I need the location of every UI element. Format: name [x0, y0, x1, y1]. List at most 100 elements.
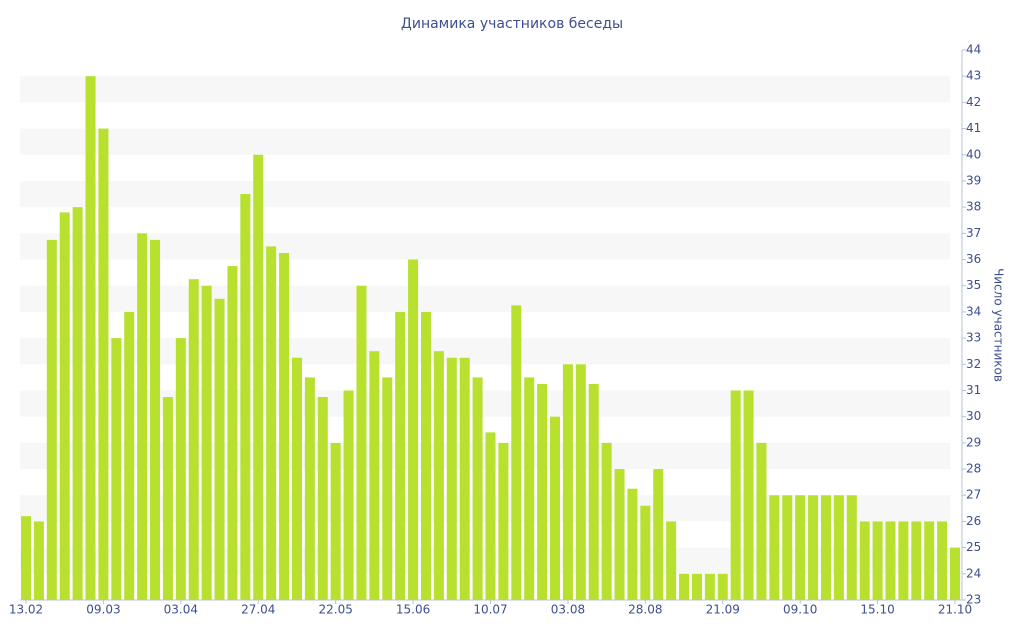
bar	[304, 377, 315, 600]
bar	[85, 76, 96, 600]
grid-band	[20, 233, 950, 260]
bar	[408, 259, 419, 600]
bar	[717, 573, 728, 600]
bar	[924, 521, 935, 600]
bar	[175, 338, 186, 600]
y-tick-label: 25	[966, 540, 981, 554]
bar	[859, 521, 870, 600]
y-axis-label: Число участников	[992, 268, 1006, 382]
bar	[33, 521, 44, 600]
bar	[511, 305, 522, 600]
y-tick-label: 34	[966, 304, 981, 318]
bar	[846, 495, 857, 600]
bar	[124, 311, 135, 600]
bar	[820, 495, 831, 600]
bar	[640, 505, 651, 600]
bar	[833, 495, 844, 600]
grid-band	[20, 547, 950, 574]
y-tick-label: 37	[966, 226, 981, 240]
bar	[808, 495, 819, 600]
y-tick-label: 39	[966, 173, 981, 187]
bar	[691, 573, 702, 600]
y-tick-label: 29	[966, 435, 981, 449]
bar	[653, 469, 664, 600]
bar	[950, 547, 960, 600]
x-tick-label: 28.08	[628, 603, 662, 617]
grid-band	[20, 390, 950, 417]
y-tick-label: 24	[966, 566, 981, 580]
x-tick-label: 09.03	[86, 603, 120, 617]
bar	[537, 383, 548, 600]
bar	[885, 521, 896, 600]
x-tick-label: 10.07	[473, 603, 507, 617]
y-tick-label: 36	[966, 252, 981, 266]
y-tick-label: 27	[966, 488, 981, 502]
x-tick-label: 21.10	[938, 603, 972, 617]
bar	[98, 128, 109, 601]
y-tick-label: 23	[966, 593, 981, 607]
bar	[150, 239, 161, 600]
bar	[704, 573, 715, 600]
bar	[201, 285, 212, 600]
bar	[756, 442, 767, 600]
y-tick-label: 28	[966, 462, 981, 476]
grid-band	[20, 338, 950, 365]
bar	[679, 573, 690, 600]
bar	[601, 442, 612, 600]
x-tick-label: 27.04	[241, 603, 275, 617]
y-tick-label: 35	[966, 278, 981, 292]
x-tick-label: 22.05	[318, 603, 352, 617]
bar	[485, 432, 496, 600]
bar	[433, 351, 444, 600]
bar	[356, 285, 367, 600]
bar	[795, 495, 806, 600]
bar	[317, 397, 328, 600]
bar	[330, 442, 341, 600]
bar	[911, 521, 922, 600]
x-tick-label: 03.04	[164, 603, 198, 617]
bar	[898, 521, 909, 600]
y-tick-label: 41	[966, 121, 981, 135]
bar	[730, 390, 741, 600]
bar	[627, 488, 638, 600]
y-tick-label: 33	[966, 331, 981, 345]
bar	[446, 357, 457, 600]
bar	[395, 311, 406, 600]
bar	[369, 351, 380, 600]
bar	[420, 311, 431, 600]
bar	[937, 521, 948, 600]
bar	[588, 383, 599, 600]
bar	[550, 416, 561, 600]
bar	[743, 390, 754, 600]
grid-band	[20, 128, 950, 155]
grid-band	[20, 180, 950, 208]
bar	[21, 516, 31, 600]
grid-band	[20, 495, 950, 522]
bar	[498, 442, 509, 600]
bar	[524, 377, 535, 600]
x-tick-label: 03.08	[551, 603, 585, 617]
bar	[562, 364, 573, 600]
grid-band	[20, 285, 950, 312]
y-tick-label: 42	[966, 95, 981, 109]
bar	[872, 521, 883, 600]
bar	[253, 154, 264, 600]
grid-band	[20, 76, 950, 103]
bar	[240, 194, 251, 601]
y-tick-label: 30	[966, 409, 981, 423]
bar	[291, 357, 302, 600]
chart-title: Динамика участников беседы	[401, 16, 623, 32]
bar	[666, 521, 677, 600]
bar	[279, 252, 290, 600]
y-tick-label: 43	[966, 69, 981, 83]
bar	[575, 364, 586, 600]
bar	[72, 207, 83, 600]
y-tick-label: 44	[966, 43, 981, 57]
y-tick-label: 26	[966, 514, 981, 528]
grid-band	[20, 442, 950, 470]
bar	[782, 495, 793, 600]
y-tick-label: 40	[966, 147, 981, 161]
bar	[459, 357, 470, 600]
x-tick-label: 13.02	[9, 603, 43, 617]
